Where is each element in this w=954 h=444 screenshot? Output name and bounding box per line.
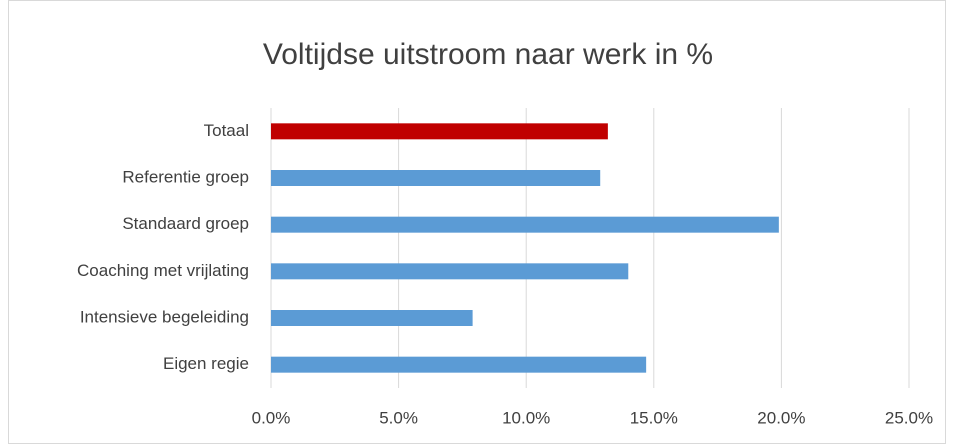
bar [271, 216, 779, 233]
x-tick-label: 15.0% [630, 408, 678, 427]
y-tick-label: Referentie groep [122, 167, 249, 186]
chart-title: Voltijdse uitstroom naar werk in % [263, 38, 713, 71]
bar [271, 356, 647, 373]
y-tick-label: Totaal [204, 121, 249, 140]
bar [271, 263, 629, 280]
bar [271, 170, 601, 186]
bar [271, 123, 608, 140]
x-tick-label: 25.0% [885, 408, 933, 427]
bar [271, 310, 473, 326]
y-tick-label: Intensieve begeleiding [80, 307, 249, 326]
y-tick-label: Standaard groep [122, 214, 249, 233]
x-tick-label: 20.0% [757, 408, 805, 427]
y-tick-label: Eigen regie [163, 354, 249, 373]
y-tick-label: Coaching met vrijlating [77, 261, 249, 280]
x-tick-label: 0.0% [252, 408, 291, 427]
x-tick-label: 5.0% [379, 408, 418, 427]
x-tick-label: 10.0% [502, 408, 550, 427]
